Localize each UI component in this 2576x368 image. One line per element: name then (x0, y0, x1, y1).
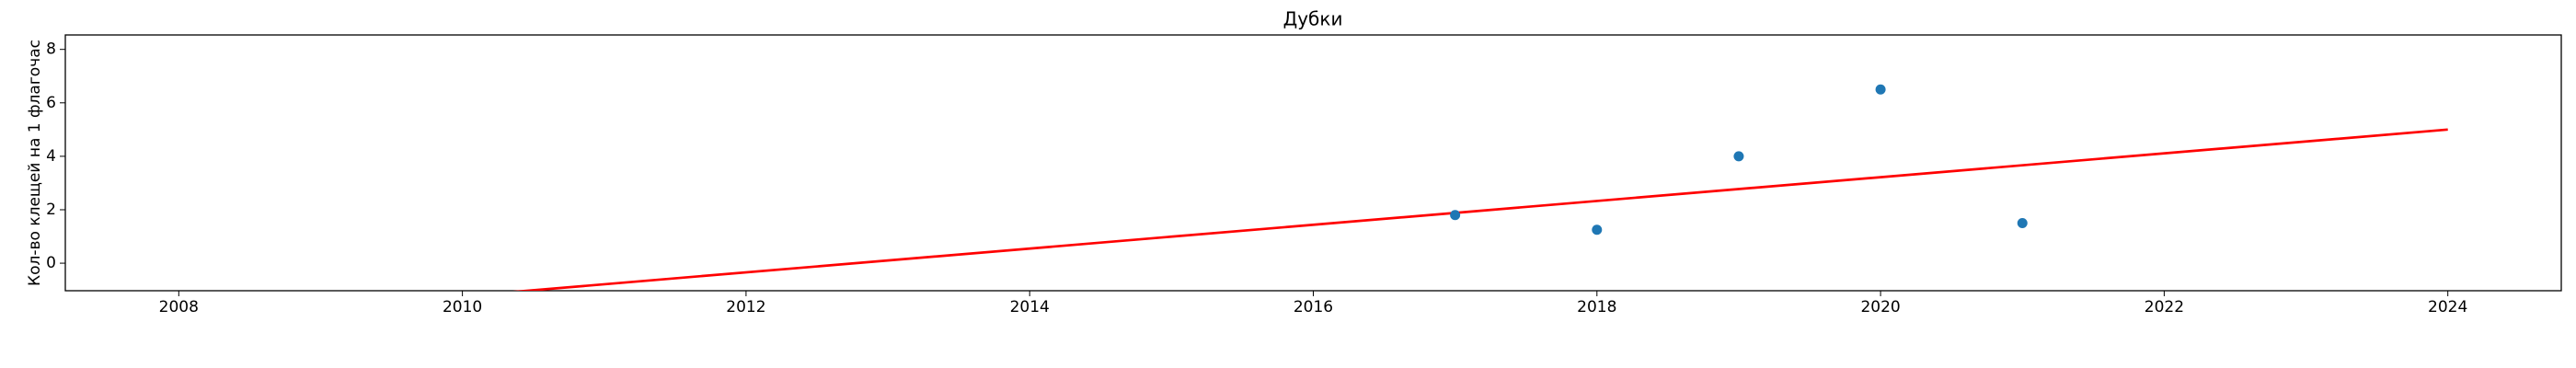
y-tick-label: 6 (46, 94, 56, 112)
plot-area (512, 84, 2448, 291)
x-tick-label: 2014 (1010, 298, 1050, 316)
data-point (1733, 151, 1744, 162)
plot-frame (64, 34, 2562, 292)
y-tick-label: 8 (46, 40, 56, 59)
x-tick-label: 2016 (1294, 298, 1333, 316)
chart-title: Дубки (1283, 8, 1343, 30)
trend-line (512, 128, 2448, 291)
x-tick-label: 2010 (443, 298, 482, 316)
data-point (1875, 84, 1886, 95)
y-tick-label: 0 (46, 254, 56, 272)
x-tick-label: 2022 (2145, 298, 2184, 316)
x-tick-label: 2020 (1860, 298, 1900, 316)
x-tick-label: 2012 (726, 298, 765, 316)
x-tick-label: 2018 (1577, 298, 1616, 316)
x-tick-label: 2024 (2428, 298, 2467, 316)
x-tick-label: 2008 (159, 298, 199, 316)
y-axis-label: Кол-во клещей на 1 флагочас (26, 40, 44, 286)
data-point (1592, 224, 1603, 236)
data-point (2017, 218, 2028, 229)
y-tick-label: 4 (46, 147, 56, 166)
y-tick-label: 2 (46, 201, 56, 219)
data-point (1450, 210, 1461, 221)
